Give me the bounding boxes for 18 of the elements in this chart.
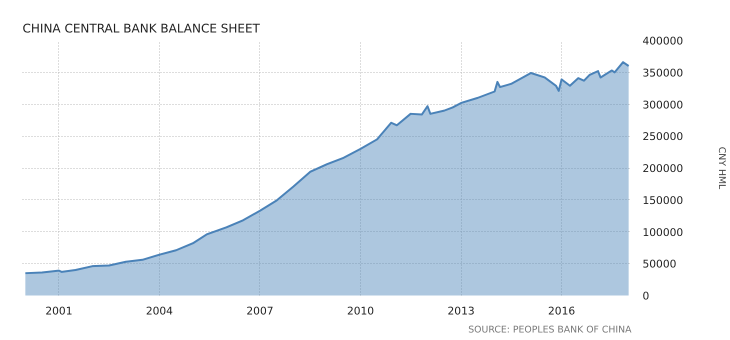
y-tick-label: 400000 bbox=[642, 34, 684, 48]
x-tick-label: 2013 bbox=[448, 304, 475, 318]
y-tick-label: 100000 bbox=[642, 226, 684, 239]
y-axis-title: CNY HML bbox=[716, 146, 728, 190]
x-tick-label: 2001 bbox=[45, 304, 72, 318]
x-tick-label: 2007 bbox=[246, 304, 274, 318]
x-tick-label: 2004 bbox=[146, 304, 174, 318]
y-tick-label: 200000 bbox=[642, 162, 684, 175]
y-tick-label: 250000 bbox=[642, 130, 684, 144]
y-tick-label: 150000 bbox=[642, 194, 684, 207]
y-tick-label: 300000 bbox=[642, 98, 684, 112]
chart-title: CHINA CENTRAL BANK BALANCE SHEET bbox=[22, 22, 261, 36]
y-tick-label: 0 bbox=[642, 290, 650, 302]
x-tick-label: 2016 bbox=[548, 304, 576, 318]
source-note: SOURCE: PEOPLES BANK OF CHINA bbox=[468, 324, 632, 336]
y-tick-label: 350000 bbox=[642, 66, 684, 80]
x-tick-label: 2010 bbox=[346, 304, 374, 318]
y-tick-label: 50000 bbox=[642, 258, 677, 271]
